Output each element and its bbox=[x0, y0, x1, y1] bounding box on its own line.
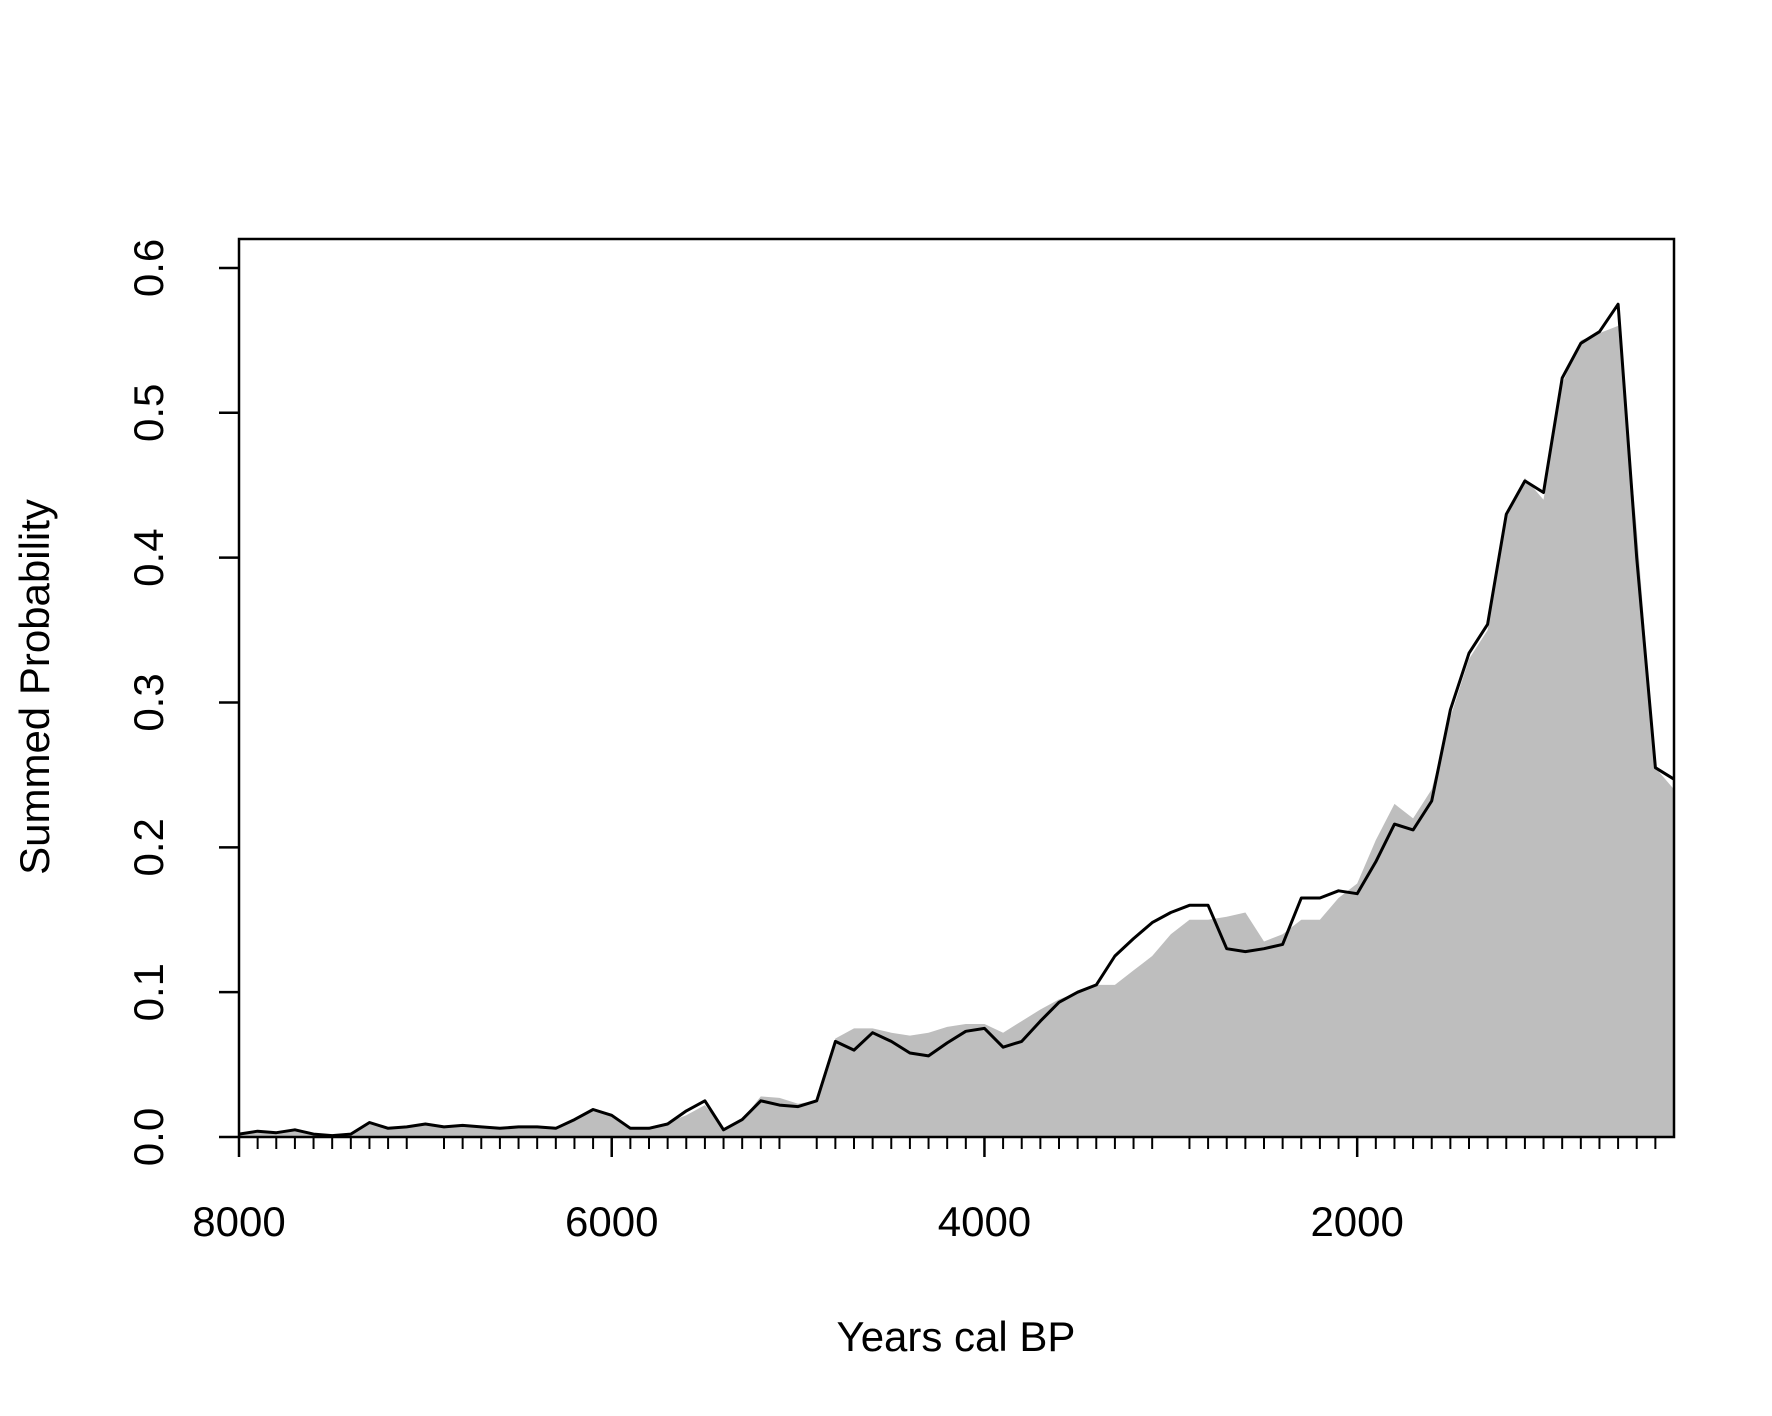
y-tick-label: 0.2 bbox=[125, 818, 172, 876]
y-tick-label: 0.6 bbox=[125, 239, 172, 297]
x-tick-label: 8000 bbox=[192, 1198, 285, 1245]
x-axis-title: Years cal BP bbox=[837, 1313, 1076, 1360]
line bbox=[238, 302, 1675, 1138]
x-tick-label: 6000 bbox=[565, 1198, 658, 1245]
y-axis-title: Summed Probability bbox=[11, 499, 58, 875]
x-tick-label: 4000 bbox=[938, 1198, 1031, 1245]
y-tick-label: 0.4 bbox=[125, 528, 172, 586]
y-tick-label: 0.0 bbox=[125, 1108, 172, 1166]
x-tick-label: 2000 bbox=[1310, 1198, 1403, 1245]
y-tick-label: 0.1 bbox=[125, 963, 172, 1021]
y-tick-label: 0.5 bbox=[125, 384, 172, 442]
y-tick-label: 0.3 bbox=[125, 673, 172, 731]
plot-frame bbox=[237, 237, 1676, 1139]
area bbox=[239, 325, 1674, 1137]
